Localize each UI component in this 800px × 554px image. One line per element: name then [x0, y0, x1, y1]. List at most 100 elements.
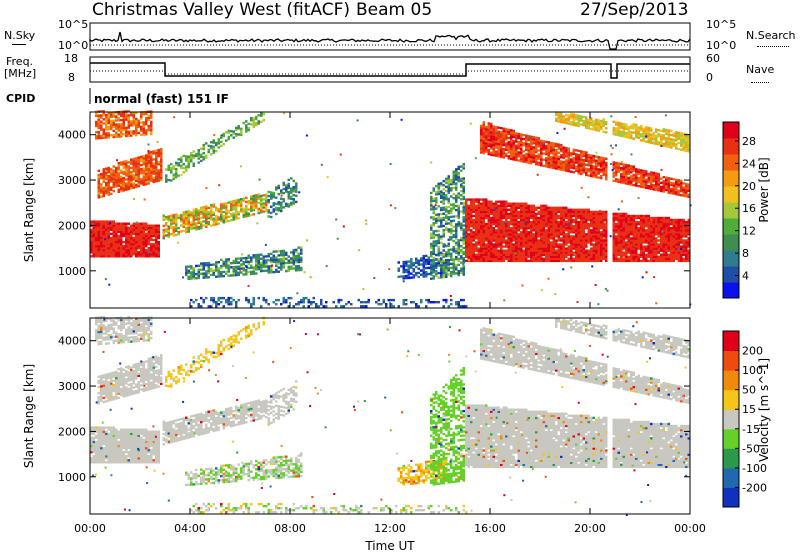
range-cell	[100, 122, 103, 125]
range-cell	[115, 131, 118, 134]
range-cell	[202, 262, 205, 265]
range-cell	[292, 198, 295, 201]
range-cell	[480, 128, 483, 132]
range-cell	[560, 160, 563, 163]
range-cell	[570, 170, 573, 173]
range-cell	[295, 258, 298, 262]
range-cell	[225, 208, 228, 211]
range-cell	[247, 126, 250, 130]
range-cell	[430, 224, 433, 227]
range-cell	[562, 117, 565, 120]
range-cell	[97, 114, 100, 117]
range-cell	[572, 156, 575, 160]
range-cell	[167, 235, 170, 239]
range-cell	[590, 212, 593, 216]
range-cell	[115, 253, 118, 256]
range-cell	[142, 234, 145, 238]
range-cell	[540, 216, 543, 220]
range-cell	[402, 275, 405, 278]
range-cell	[552, 257, 555, 260]
range-cell	[612, 222, 615, 226]
range-cell	[570, 114, 573, 118]
range-cell	[455, 247, 458, 251]
range-cell	[542, 220, 545, 224]
range-cell	[522, 206, 525, 209]
range-cell	[172, 216, 175, 219]
range-cell	[152, 253, 155, 256]
range-cell	[130, 238, 133, 242]
range-cell	[220, 209, 223, 212]
range-cell	[145, 249, 148, 252]
range-cell	[455, 184, 458, 187]
range-cell	[480, 245, 483, 248]
range-cell	[602, 229, 605, 232]
range-cell	[512, 247, 515, 250]
range-cell	[162, 237, 165, 240]
range-cell	[185, 222, 188, 226]
range-cell	[245, 298, 248, 302]
range-cell	[560, 210, 563, 214]
range-cell	[465, 218, 468, 222]
range-cell	[232, 265, 235, 269]
range-cell	[612, 163, 615, 166]
range-cell	[455, 198, 458, 202]
range-cell	[502, 259, 505, 263]
range-cell	[600, 227, 603, 230]
range-cell	[465, 233, 468, 236]
range-cell	[440, 225, 443, 228]
range-cell	[210, 141, 213, 144]
range-cell	[520, 222, 523, 226]
range-cell	[477, 237, 480, 240]
range-cell	[572, 123, 575, 127]
range-cell	[485, 237, 488, 240]
range-cell	[280, 252, 283, 255]
range-cell	[115, 238, 118, 242]
range-cell	[362, 301, 365, 304]
range-cell	[175, 174, 178, 177]
range-cell	[222, 206, 225, 210]
range-cell	[120, 189, 123, 193]
range-cell	[132, 232, 135, 236]
range-cell	[465, 206, 468, 209]
range-cell	[105, 173, 108, 177]
range-cell	[612, 253, 615, 256]
range-cell	[532, 146, 535, 149]
range-cell	[555, 167, 558, 170]
range-cell	[527, 153, 530, 156]
range-cell	[140, 125, 143, 128]
range-cell	[132, 166, 135, 169]
range-cell	[590, 160, 593, 163]
range-cell	[550, 208, 553, 211]
range-cell	[560, 114, 563, 117]
range-cell	[520, 210, 523, 214]
range-cell	[435, 199, 438, 202]
range-cell	[432, 207, 435, 211]
range-cell	[595, 227, 598, 230]
range-cell	[277, 203, 280, 206]
range-cell	[570, 247, 573, 250]
range-cell	[140, 242, 143, 246]
range-cell	[215, 208, 218, 212]
range-cell	[605, 231, 608, 234]
range-cell	[202, 224, 205, 227]
range-cell	[582, 222, 585, 226]
range-cell	[487, 241, 490, 244]
range-cell	[487, 136, 490, 139]
range-cell	[522, 245, 525, 248]
range-cell	[157, 228, 160, 231]
range-cell	[592, 161, 595, 164]
range-cell	[280, 201, 283, 204]
range-cell	[250, 213, 253, 217]
range-cell	[435, 229, 438, 233]
range-cell	[590, 241, 593, 244]
range-cell	[450, 230, 453, 233]
range-cell	[232, 298, 235, 302]
range-cell	[585, 255, 588, 258]
range-cell	[200, 159, 203, 163]
range-cell	[495, 214, 498, 218]
range-cell	[557, 120, 560, 123]
range-cell	[152, 255, 155, 258]
range-cell	[547, 229, 550, 232]
range-cell	[227, 266, 230, 269]
range-cell	[437, 233, 440, 237]
